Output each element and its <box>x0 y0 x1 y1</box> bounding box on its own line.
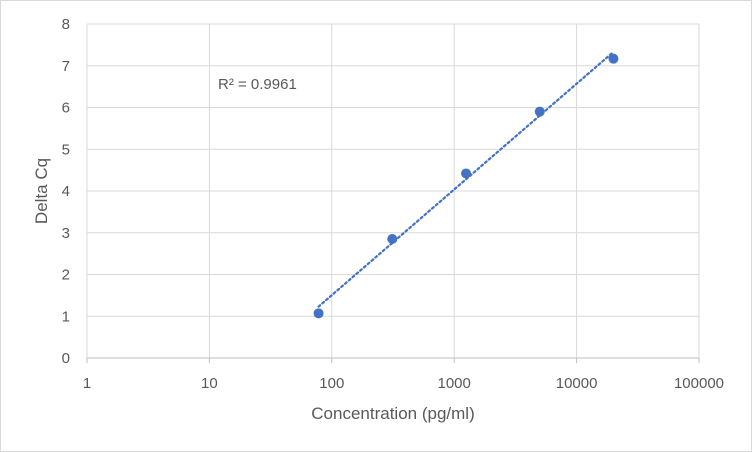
x-tick-label: 1000 <box>438 375 471 392</box>
data-point <box>387 234 398 245</box>
r-squared-annotation: R² = 0.9961 <box>218 76 297 93</box>
x-tick-label: 1 <box>83 375 91 392</box>
y-tick-label: 7 <box>62 58 70 75</box>
y-axis-title: Delta Cq <box>32 158 51 224</box>
data-point <box>534 106 545 117</box>
y-tick-label: 3 <box>62 225 70 242</box>
x-tick-label: 10000 <box>556 375 598 392</box>
data-point <box>608 53 619 64</box>
x-tick-label: 100 <box>319 375 344 392</box>
y-tick-label: 5 <box>62 141 70 158</box>
y-tick-label: 6 <box>62 100 70 117</box>
y-tick-label: 1 <box>62 308 70 325</box>
trendline-group <box>317 50 615 308</box>
y-tick-label: 4 <box>62 183 70 200</box>
data-points <box>313 53 619 319</box>
data-point <box>313 308 324 319</box>
gridlines <box>86 23 700 363</box>
trendline <box>317 50 615 308</box>
x-axis-title: Concentration (pg/ml) <box>311 404 474 423</box>
x-tick-label: 10 <box>201 375 218 392</box>
y-tick-label: 2 <box>62 267 70 284</box>
y-tick-label: 8 <box>62 16 70 33</box>
x-tick-label: 100000 <box>674 375 724 392</box>
data-point <box>461 168 472 179</box>
y-tick-label: 0 <box>62 350 70 367</box>
